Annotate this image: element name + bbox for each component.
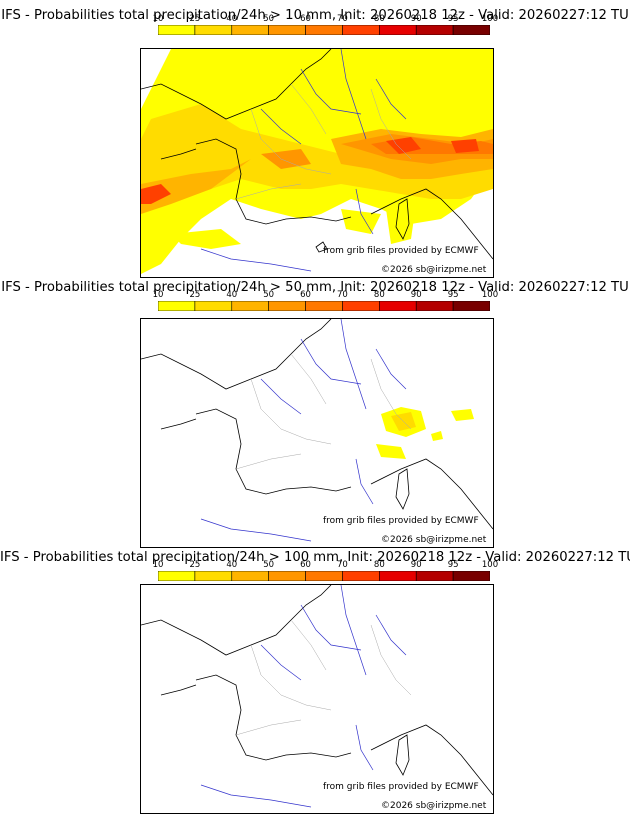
credit-source: from grib files provided by ECMWF [323,516,479,526]
panel-title: IFS - Probabilities total precipitation/… [0,550,630,565]
colorbar-tick-label: 70 [337,560,348,570]
panel-10mm: IFS - Probabilities total precipitation/… [0,0,630,278]
credit-source: from grib files provided by ECMWF [323,782,479,792]
colorbar-segment [194,25,233,35]
colorbar-tick-label: 80 [373,290,385,300]
colorbar-segment [231,301,269,311]
colorbar-segment [305,571,343,581]
colorbar-tick-label: 50 [263,560,275,570]
colorbar-tick-label: 90 [410,290,422,300]
colorbar-tick-label: 50 [263,290,275,300]
colorbar-segment [305,25,343,35]
colorbar-tick-label: 10 [152,290,164,300]
colorbar-tick-label: 100 [481,14,499,24]
colorbar-segment [194,571,233,581]
colorbar-tick-label: 40 [226,560,238,570]
colorbar-tick-label: 50 [263,14,275,24]
rivers [200,585,407,808]
colorbar-tick-label: 25 [189,560,201,570]
colorbar-tick-label: 25 [189,14,201,24]
panel-title: IFS - Probabilities total precipitation/… [1,280,629,295]
colorbar-segment [268,301,306,311]
colorbar-segment [158,301,196,311]
colorbar-tick-label: 40 [226,290,238,300]
credit-copyright: ©2026 sb@irizpme.net [381,535,487,545]
colorbar-segment [379,25,417,35]
region-borders [235,83,412,200]
colorbar-ticks: 10 25 40 50 60 70 80 90 95 100 [153,14,499,25]
colorbar-segment [452,571,490,581]
colorbar-tick-label: 100 [481,560,499,570]
colorbar-segment [194,301,233,311]
colorbar [158,571,490,581]
colorbar-tick-label: 60 [300,14,311,24]
colorbar-tick-label: 70 [337,14,348,24]
colorbar [158,301,490,311]
colorbar-tick-label: 25 [189,290,201,300]
region-borders [235,353,412,470]
coastlines [141,319,493,530]
credit-copyright: ©2026 sb@irizpme.net [381,801,487,811]
colorbar [158,25,490,35]
colorbar-tick-label: 60 [300,560,311,570]
colorbar-tick-label: 40 [226,14,238,24]
panel-50mm: IFS - Probabilities total precipitation/… [0,278,630,548]
region-borders [235,619,412,736]
colorbar-segment [231,25,269,35]
rivers [200,319,407,542]
colorbar-tick-label: 10 [152,560,164,570]
colorbar-segment [268,571,306,581]
colorbar-segment [231,571,269,581]
colorbar-tick-label: 100 [481,290,499,300]
map-10mm: from grib files provided by ECMWF ©2026 … [140,48,494,278]
colorbar-ticks: 10 25 40 50 60 70 80 90 95 100 [153,290,499,301]
colorbar-segment [342,301,380,311]
panel-title: IFS - Probabilities total precipitation/… [1,8,629,23]
precip-field [141,49,493,274]
colorbar-segment [342,571,380,581]
colorbar-tick-label: 80 [373,14,385,24]
colorbar-ticks: 10 25 40 50 60 70 80 90 95 100 [153,560,499,571]
colorbar-tick-label: 70 [337,290,348,300]
colorbar-tick-label: 90 [410,560,422,570]
colorbar-segment [379,571,417,581]
colorbar-segment [415,25,454,35]
colorbar-tick-label: 90 [410,14,422,24]
colorbar-segment [452,25,490,35]
colorbar-segment [415,571,454,581]
colorbar-segment [158,25,196,35]
colorbar-segment [415,301,454,311]
colorbar-tick-label: 10 [152,14,164,24]
colorbar-segment [158,571,196,581]
colorbar-segment [342,25,380,35]
colorbar-segment [379,301,417,311]
colorbar-tick-label: 95 [447,560,459,570]
map-50mm: from grib files provided by ECMWF ©2026 … [140,318,494,548]
colorbar-tick-label: 80 [373,560,385,570]
map-100mm: from grib files provided by ECMWF ©2026 … [140,584,494,814]
credit-copyright: ©2026 sb@irizpme.net [381,265,487,275]
colorbar-segment [305,301,343,311]
precip-field [376,407,474,459]
colorbar-tick-label: 95 [447,290,459,300]
rivers [200,49,407,272]
panel-100mm: IFS - Probabilities total precipitation/… [0,548,630,828]
colorbar-segment [268,25,306,35]
coastlines [141,585,493,796]
credit-source: from grib files provided by ECMWF [323,246,479,256]
colorbar-segment [452,301,490,311]
colorbar-tick-label: 95 [447,14,459,24]
colorbar-tick-label: 60 [300,290,311,300]
